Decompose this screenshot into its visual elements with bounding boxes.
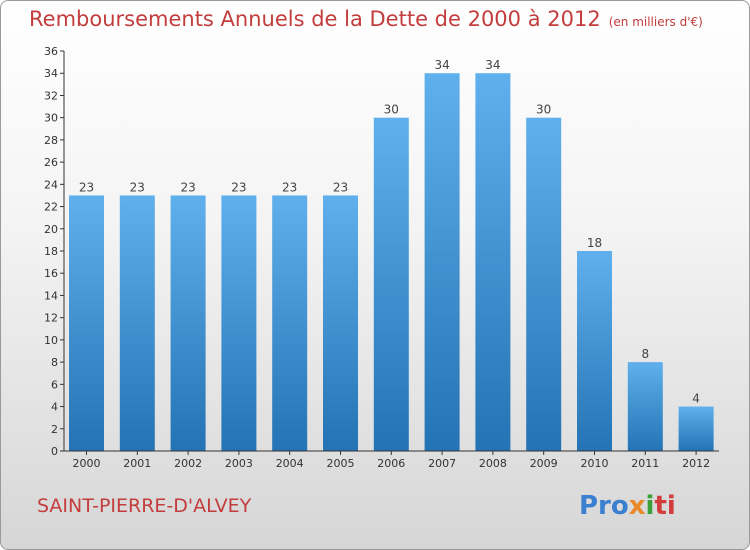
bars-group: 23 23 23 23 23 23 30 34 34 30 18 8 4	[69, 58, 714, 452]
y-tick-label-12: 12	[44, 312, 58, 325]
bar-2008	[475, 73, 511, 451]
value-label-2009: 30	[536, 103, 551, 117]
chart-title: Remboursements Annuels de la Dette de 20…	[29, 7, 601, 31]
y-tick-label-24: 24	[44, 178, 58, 191]
y-tick-label-28: 28	[44, 134, 58, 147]
axes-group: 2000 2001 2002 2003 2004 2005 2006 2007 2008 2009…	[44, 45, 719, 470]
bar-2011	[627, 362, 663, 451]
y-tick-label-8: 8	[51, 356, 58, 369]
y-tick-label-34: 34	[44, 67, 58, 80]
x-tick-label-2007: 2007	[428, 457, 456, 470]
chart-subtitle: (en milliers d'€)	[608, 15, 703, 29]
bar-2003	[221, 195, 257, 451]
y-tick-label-36: 36	[44, 45, 58, 58]
y-tick-label-32: 32	[44, 89, 58, 102]
bar-2005	[323, 195, 358, 451]
y-tick-label-0: 0	[51, 445, 58, 458]
y-tick-label-22: 22	[44, 201, 58, 214]
bar-2000	[69, 195, 104, 451]
y-tick-label-2: 2	[51, 423, 58, 436]
x-tick-label-2012: 2012	[682, 457, 710, 470]
x-tick-label-2011: 2011	[631, 457, 659, 470]
bar-2004	[272, 195, 308, 451]
x-tick-label-2002: 2002	[174, 457, 202, 470]
y-tick-label-10: 10	[44, 334, 58, 347]
value-label-2000: 23	[79, 180, 94, 194]
y-tick-label-6: 6	[51, 378, 58, 391]
value-label-2005: 23	[333, 180, 348, 194]
bar-2012	[678, 406, 714, 451]
x-tick-label-2005: 2005	[327, 457, 355, 470]
value-label-2006: 30	[384, 103, 399, 117]
bar-2002	[170, 195, 206, 451]
value-label-2011: 8	[641, 347, 649, 361]
value-label-2002: 23	[180, 180, 195, 194]
value-label-2010: 18	[587, 236, 602, 250]
x-tick-label-2000: 2000	[73, 457, 101, 470]
x-tick-label-2009: 2009	[530, 457, 558, 470]
bar-2007	[424, 73, 460, 451]
value-label-2012: 4	[692, 392, 700, 406]
bar-2009	[526, 117, 562, 452]
y-tick-label-4: 4	[51, 401, 58, 414]
x-tick-label-2003: 2003	[225, 457, 253, 470]
bar-2006	[373, 117, 409, 452]
x-tick-label-2006: 2006	[377, 457, 405, 470]
x-tick-label-2008: 2008	[479, 457, 507, 470]
value-label-2007: 34	[434, 58, 449, 72]
y-tick-label-14: 14	[44, 289, 58, 302]
commune-name: SAINT-PIERRE-D'ALVEY	[37, 495, 252, 517]
title-block: Remboursements Annuels de la Dette de 20…	[29, 7, 703, 31]
bar-2010	[577, 251, 612, 451]
proxiti-logo[interactable]: Proxiti	[579, 491, 676, 521]
x-tick-label-2001: 2001	[123, 457, 151, 470]
y-tick-label-20: 20	[44, 223, 58, 236]
y-tick-label-26: 26	[44, 156, 58, 169]
y-tick-label-18: 18	[44, 245, 58, 258]
bar-2001	[119, 195, 155, 451]
value-label-2003: 23	[231, 180, 246, 194]
y-tick-label-16: 16	[44, 267, 58, 280]
x-tick-label-2010: 2010	[581, 457, 609, 470]
value-label-2001: 23	[130, 180, 145, 194]
y-tick-label-30: 30	[44, 112, 58, 125]
value-label-2008: 34	[485, 58, 500, 72]
x-tick-label-2004: 2004	[276, 457, 304, 470]
value-label-2004: 23	[282, 180, 297, 194]
